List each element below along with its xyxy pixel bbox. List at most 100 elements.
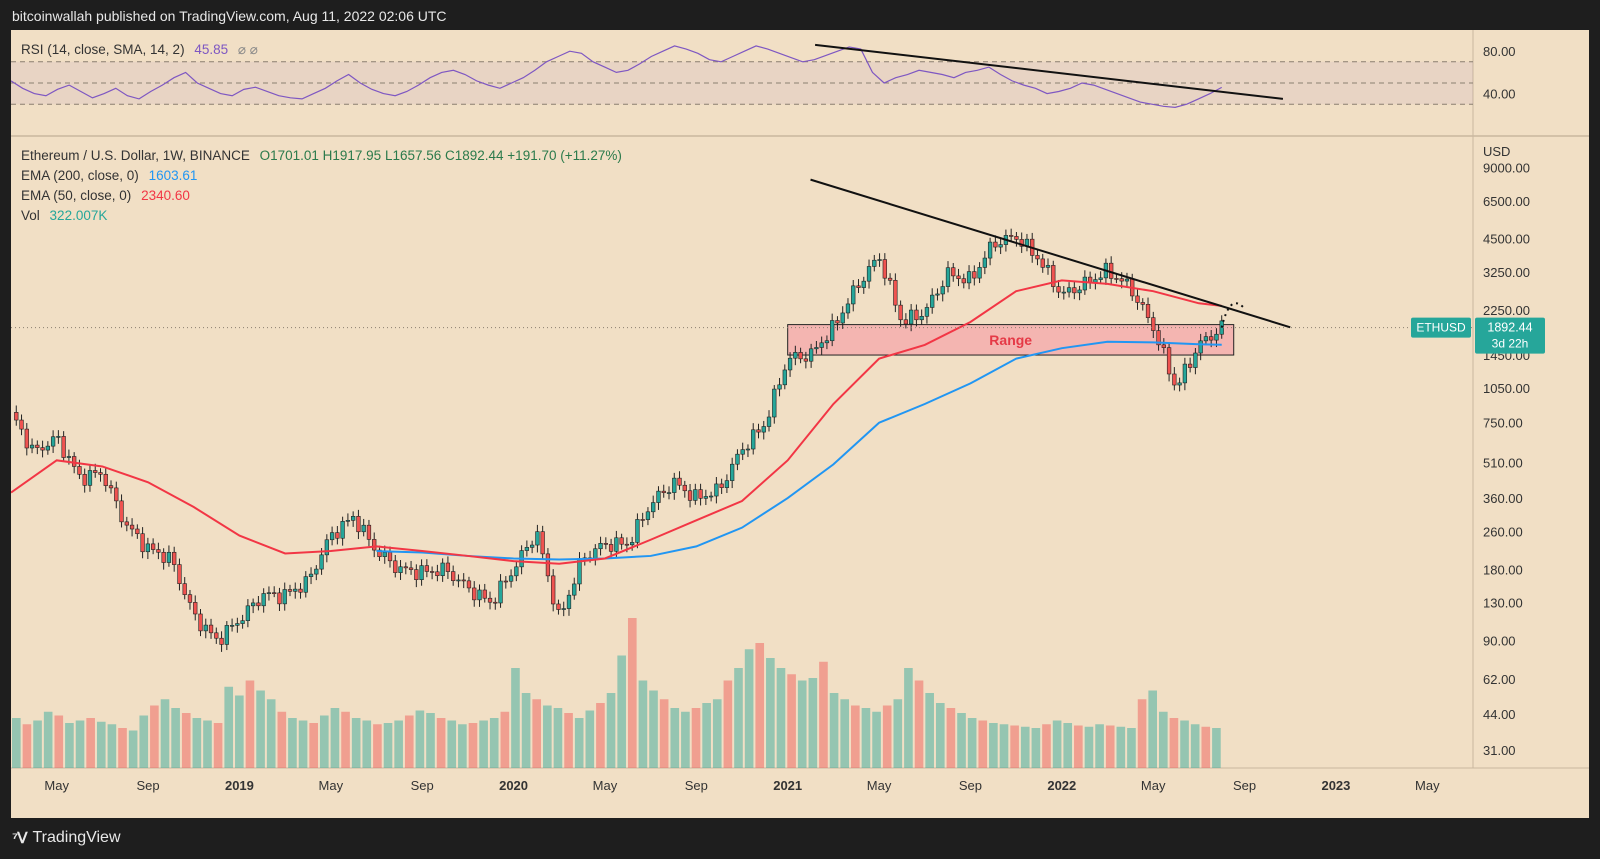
volume-bar bbox=[1158, 711, 1168, 768]
candle bbox=[593, 548, 598, 559]
candle bbox=[387, 552, 393, 562]
volume-bar bbox=[500, 711, 510, 768]
footer-brand: TradingView bbox=[32, 829, 121, 846]
volume-bar bbox=[436, 718, 446, 768]
candle bbox=[198, 613, 203, 632]
candle bbox=[245, 605, 251, 621]
candle bbox=[408, 567, 414, 570]
candle bbox=[856, 285, 861, 288]
volume-bar bbox=[627, 618, 637, 768]
candle bbox=[787, 357, 793, 371]
candle bbox=[66, 456, 72, 458]
candle bbox=[866, 266, 872, 282]
volume-bar bbox=[33, 720, 42, 768]
volume-bar bbox=[1105, 725, 1115, 768]
candle bbox=[966, 271, 972, 284]
volume-bar bbox=[989, 723, 998, 768]
candle bbox=[830, 320, 835, 342]
volume-bar bbox=[872, 711, 881, 768]
volume-bar bbox=[404, 715, 414, 768]
candle bbox=[261, 593, 266, 607]
candle bbox=[887, 277, 893, 281]
candle bbox=[603, 543, 608, 545]
volume-bar bbox=[447, 720, 457, 768]
time-axis-tick: May bbox=[1141, 778, 1166, 793]
candle bbox=[45, 445, 50, 451]
candle bbox=[403, 566, 408, 569]
volume-bar bbox=[840, 699, 850, 768]
candle bbox=[1014, 236, 1019, 240]
candle bbox=[1156, 330, 1161, 346]
volume-bar bbox=[670, 708, 680, 768]
candle bbox=[303, 576, 308, 593]
volume-bar bbox=[298, 720, 308, 768]
price-axis-tick: 44.00 bbox=[1483, 707, 1516, 722]
chart-svg[interactable]: 80.00 40.00 USD 9000.00 6500.00 4500.00 3250.0… bbox=[11, 30, 1589, 818]
volume-bar bbox=[160, 699, 170, 768]
candle bbox=[914, 309, 919, 321]
candle bbox=[1182, 363, 1188, 384]
volume-bar bbox=[946, 708, 956, 768]
candle bbox=[372, 539, 377, 551]
volume-bar bbox=[904, 668, 913, 768]
candle bbox=[1009, 235, 1014, 237]
candle bbox=[982, 257, 987, 268]
volume-bar bbox=[224, 686, 234, 768]
volume-bar bbox=[596, 703, 605, 768]
volume-bar bbox=[553, 708, 563, 768]
candle bbox=[1187, 363, 1193, 368]
candle bbox=[798, 352, 803, 360]
candle bbox=[1203, 336, 1209, 342]
candle bbox=[224, 625, 229, 645]
candle bbox=[1161, 344, 1166, 348]
candle bbox=[514, 566, 519, 577]
volume-bar bbox=[1169, 718, 1179, 768]
volume-bar bbox=[734, 668, 743, 768]
ema200-legend: EMA (200, close, 0) 1603.61 bbox=[21, 168, 197, 183]
volume-bar bbox=[107, 724, 117, 768]
candle bbox=[251, 602, 256, 607]
time-axis-tick: 2020 bbox=[499, 778, 528, 793]
candle bbox=[182, 583, 187, 595]
candle bbox=[930, 294, 935, 308]
chart-frame[interactable]: 80.00 40.00 USD 9000.00 6500.00 4500.00 3250.0… bbox=[11, 30, 1589, 818]
volume-bar bbox=[1201, 726, 1211, 768]
price-axis-tick: 1050.00 bbox=[1483, 381, 1530, 396]
candle bbox=[208, 624, 214, 634]
candle bbox=[508, 575, 514, 582]
candle bbox=[882, 259, 887, 279]
volume-bar bbox=[967, 718, 977, 768]
volume-bar bbox=[362, 720, 372, 768]
candle bbox=[29, 444, 35, 449]
rsi-trendline bbox=[814, 43, 1284, 100]
candle bbox=[145, 543, 151, 553]
candle bbox=[540, 531, 545, 555]
candle bbox=[77, 466, 82, 475]
rsi-line bbox=[11, 45, 1223, 108]
volume-bar bbox=[787, 674, 796, 768]
candle bbox=[187, 594, 193, 603]
price-axis-tick: 31.00 bbox=[1483, 743, 1516, 758]
candle bbox=[956, 275, 961, 279]
candle bbox=[456, 579, 461, 582]
volume-bar bbox=[776, 668, 786, 768]
candle bbox=[40, 447, 45, 451]
ema200-value: 1603.61 bbox=[148, 168, 198, 183]
time-axis-tick: 2023 bbox=[1321, 778, 1350, 793]
candle bbox=[150, 543, 156, 550]
candle bbox=[256, 602, 261, 607]
candle bbox=[730, 463, 735, 481]
candle bbox=[977, 267, 982, 279]
price-axis-tick: 6500.00 bbox=[1483, 194, 1530, 209]
price-axis-tick: 130.00 bbox=[1483, 596, 1523, 611]
volume-bar bbox=[808, 678, 818, 768]
candle bbox=[1040, 258, 1045, 268]
candle bbox=[803, 358, 809, 362]
volume-bar bbox=[766, 658, 775, 768]
candle bbox=[751, 429, 756, 450]
candle bbox=[1072, 287, 1077, 294]
candle bbox=[266, 592, 272, 594]
candle bbox=[487, 597, 493, 603]
candle bbox=[119, 500, 124, 523]
volume-bar bbox=[171, 708, 180, 768]
